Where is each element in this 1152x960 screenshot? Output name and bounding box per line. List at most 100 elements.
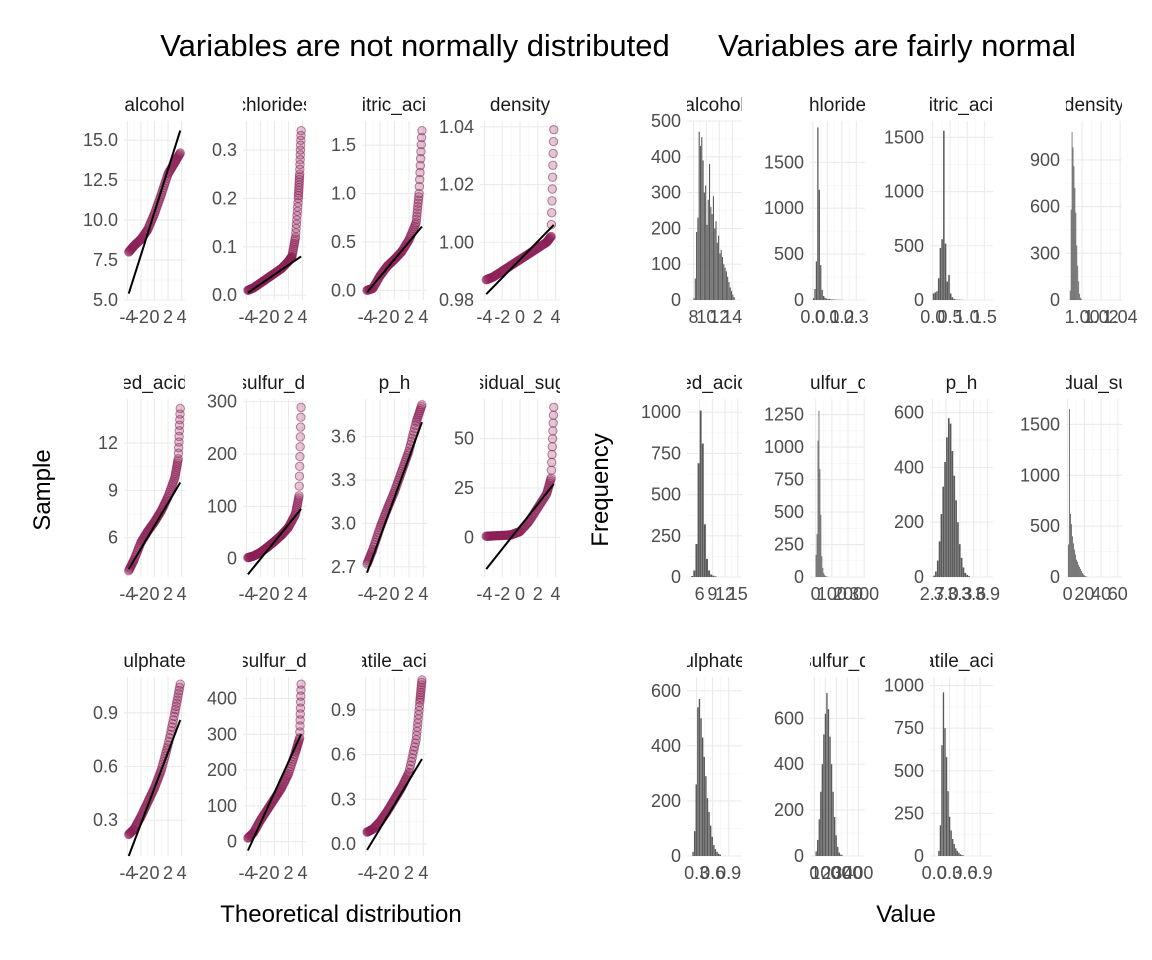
y-tick-label: 1000 (641, 402, 681, 422)
y-tick-label: 3.3 (331, 470, 356, 490)
histogram-bar (1069, 290, 1071, 300)
x-tick-label: 1.00 (1065, 307, 1100, 327)
histogram-bar (1078, 281, 1080, 300)
y-tick-label: 500 (894, 761, 924, 781)
qq-reference-line (247, 255, 302, 294)
y-tick-label: 1250 (764, 405, 804, 425)
facet-strip-label: sulphates (114, 651, 195, 672)
y-tick-label: 0 (227, 832, 237, 852)
x-tick-label: 100 (810, 863, 840, 883)
y-tick-label: 12 (98, 433, 118, 453)
x-tick-label: -4 (358, 584, 374, 604)
y-tick-label: 0.3 (331, 789, 356, 809)
x-tick-label: 1.02 (1084, 307, 1119, 327)
y-tick-label: 300 (207, 392, 237, 412)
y-tick-label: 750 (774, 470, 804, 490)
histogram-bar (939, 825, 942, 856)
qq-point (547, 196, 557, 206)
y-tick-label: 0.1 (212, 237, 237, 257)
y-tick-label: 0 (671, 846, 681, 866)
histogram-bar (714, 849, 717, 856)
y-tick-label: 1000 (764, 437, 804, 457)
histogram-bar (1072, 147, 1074, 300)
y-tick-label: 0.0 (331, 280, 356, 300)
y-tick-label: 7.5 (93, 250, 118, 270)
y-tick-label: 0 (794, 567, 804, 587)
x-tick-label: 4 (551, 584, 561, 604)
y-tick-label: 0 (1050, 567, 1060, 587)
histogram-bars (1068, 409, 1089, 577)
y-tick-label: 0 (1050, 290, 1060, 310)
histogram-bar (826, 576, 828, 577)
qq-point (408, 749, 418, 759)
x-tick-label: 0.5 (937, 307, 962, 327)
histogram-bar (691, 576, 694, 577)
histogram-bar (943, 130, 945, 300)
qq-reference-line (485, 483, 555, 570)
histogram-bar (1077, 265, 1079, 300)
x-tick-label: -2 (252, 863, 268, 883)
histogram-bar (699, 410, 702, 577)
hist-facet-p_h: 2.73.03.33.63.9 0 200 400 600 p_h (894, 373, 1000, 604)
hist-facet-density: 1.001.021.04 0 300 600 900 density (1030, 95, 1138, 327)
qq-facet-chlorides: -4-2 0 2 4 0.0 0.1 0.2 0.3 chlorides (212, 95, 308, 327)
qq-point (295, 159, 305, 170)
histogram-bar (1076, 245, 1078, 300)
histogram-bar (703, 756, 705, 856)
histogram-bar (841, 855, 844, 856)
qq-point (547, 208, 557, 218)
histogram-bar (815, 261, 818, 300)
histogram-bar (699, 146, 702, 300)
x-tick-label: 2 (533, 584, 543, 604)
histogram-bar (714, 228, 716, 300)
histogram-bar (1077, 561, 1079, 577)
facet-strip-label: total_sulfur_dioxide (193, 651, 357, 672)
y-tick-label: 0.6 (93, 757, 118, 777)
x-tick-label: -2 (372, 307, 388, 327)
x-tick-label: 0.0 (922, 863, 947, 883)
histogram-bar (949, 423, 952, 577)
histogram-bar (700, 718, 702, 856)
qq-point (295, 441, 305, 452)
x-tick-label: 2 (163, 863, 173, 883)
histogram-bar (693, 570, 696, 577)
histogram-bar (824, 297, 826, 300)
qq-reference-line (366, 758, 423, 851)
y-tick-label: 100 (207, 496, 237, 516)
qq-facet-fixed_acidity: -4-2 0 2 4 6 9 12 fixed_acidity (98, 373, 187, 604)
x-tick-label: 1.0 (955, 307, 980, 327)
hist-facet-sulphates: 0.30.60.9 0 200 400 600 sulphates (651, 651, 742, 883)
histogram-bar (710, 206, 712, 300)
histogram-bar (1079, 566, 1081, 577)
facet-strip-label: density (490, 95, 551, 116)
histogram-bar (706, 798, 709, 856)
histogram-bar (818, 819, 820, 856)
qq-point (548, 136, 559, 147)
qq-facet-volatile_acidity: -4-2 0 2 4 0.0 0.3 0.6 0.9 volatile_acidity (331, 651, 428, 883)
histogram-bar (947, 418, 950, 577)
qq-point (547, 449, 557, 460)
facet-strip-label: alcohol (684, 95, 744, 116)
histogram-bar (705, 185, 707, 300)
qq-point (548, 160, 558, 170)
facet-strip-label: residual_sugar (1032, 373, 1152, 394)
x-tick-label: -2 (252, 584, 268, 604)
y-tick-label: 12.5 (83, 170, 118, 190)
x-tick-label: 10 (696, 307, 716, 327)
histogram-bar (942, 486, 945, 577)
x-tick-label: 1.5 (972, 307, 997, 327)
x-tick-label: -4 (119, 863, 135, 883)
qq-reference-line (485, 224, 555, 295)
y-tick-label: 200 (207, 444, 237, 464)
histogram-bar (720, 249, 722, 300)
facet-strip-label: p_h (946, 373, 978, 394)
y-tick-label: 0.9 (93, 703, 118, 723)
qq-point (296, 135, 306, 146)
y-tick-label: 300 (207, 724, 237, 744)
qq-points (481, 402, 559, 541)
qq-point (175, 403, 185, 414)
histogram-bar (961, 854, 963, 856)
x-tick-label: 2 (404, 863, 414, 883)
histogram-bar (829, 736, 831, 856)
histogram-bar (693, 298, 695, 300)
